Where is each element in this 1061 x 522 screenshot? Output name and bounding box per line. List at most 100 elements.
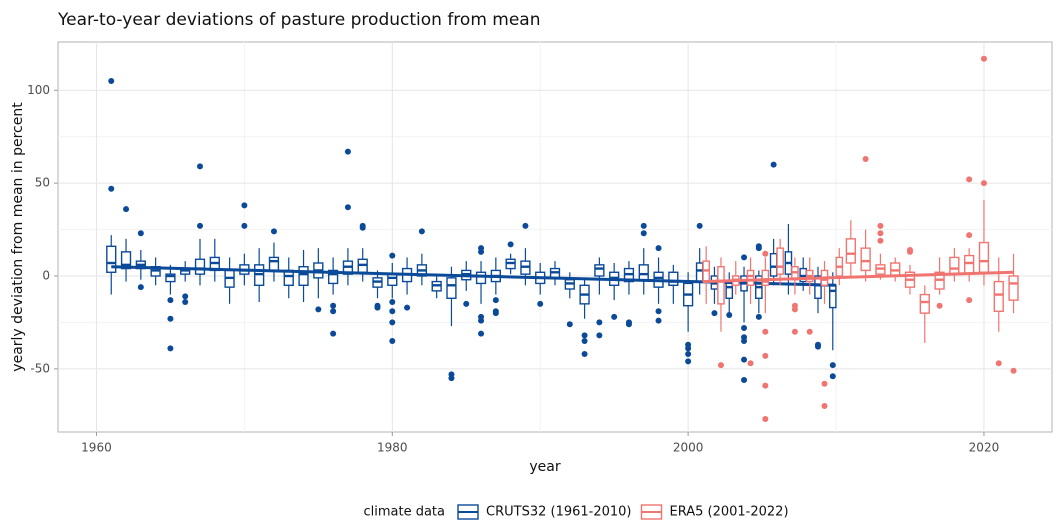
trend-line: [702, 270, 1014, 284]
outlier: [137, 284, 144, 291]
box: [446, 277, 457, 299]
box: [194, 258, 206, 275]
outlier: [330, 308, 337, 315]
outlier: [537, 300, 544, 307]
box: [978, 241, 990, 273]
outlier: [877, 230, 884, 237]
outlier: [711, 310, 718, 317]
box: [594, 264, 605, 277]
outlier: [806, 328, 813, 335]
legend-title: climate data: [363, 505, 445, 520]
box: [964, 254, 975, 275]
outlier: [762, 416, 769, 422]
box: [949, 256, 960, 275]
x-tick-label: 1980: [377, 441, 408, 455]
box: [475, 271, 487, 285]
outlier: [108, 185, 115, 192]
outlier: [167, 297, 174, 304]
outlier: [770, 161, 777, 168]
outlier: [197, 222, 203, 229]
box: [776, 247, 784, 275]
outlier: [596, 332, 603, 339]
box: [919, 293, 930, 314]
outlier: [717, 362, 724, 369]
outlier: [241, 222, 248, 229]
outlier: [374, 304, 381, 311]
outlier: [966, 176, 973, 183]
outlier: [741, 356, 748, 363]
outlier: [762, 250, 769, 257]
outlier: [655, 308, 662, 315]
plot-panel: [57, 41, 1053, 433]
outlier: [478, 317, 485, 324]
box: [746, 269, 755, 286]
y-tick-label: 100: [27, 83, 50, 97]
outlier: [522, 222, 529, 229]
box: [860, 247, 871, 272]
outlier: [463, 300, 470, 307]
box: [761, 269, 770, 286]
outlier: [611, 313, 618, 320]
outlier: [241, 202, 248, 209]
outlier: [821, 403, 828, 409]
outlier: [581, 332, 588, 339]
outlier: [344, 148, 351, 155]
outlier: [167, 345, 174, 352]
outlier: [492, 297, 499, 304]
outlier: [182, 299, 189, 305]
box: [638, 264, 649, 281]
outlier: [966, 232, 973, 239]
outlier: [980, 55, 987, 62]
outlier: [478, 248, 485, 255]
outlier: [448, 375, 455, 382]
outlier: [980, 180, 987, 187]
outlier: [389, 319, 396, 326]
outlier: [791, 328, 798, 335]
outlier: [478, 330, 485, 337]
outlier: [108, 78, 115, 84]
outlier: [596, 319, 603, 326]
outlier: [418, 228, 425, 235]
outlier: [640, 230, 647, 237]
outlier: [270, 228, 277, 235]
outlier: [404, 304, 411, 311]
outlier: [137, 230, 144, 237]
box: [845, 238, 856, 264]
outlier: [755, 313, 762, 320]
outlier: [877, 222, 884, 229]
box: [695, 262, 704, 283]
outlier: [762, 328, 769, 335]
outlier: [741, 254, 748, 261]
box: [327, 269, 339, 285]
outlier: [936, 302, 943, 309]
outlier: [755, 245, 762, 252]
legend-label: ERA5 (2001-2022): [670, 505, 789, 520]
outlier: [747, 360, 754, 367]
outlier: [791, 306, 798, 313]
y-tick-label: 0: [42, 269, 50, 283]
outlier: [821, 380, 828, 387]
outlier: [389, 252, 396, 259]
x-axis-title: year: [529, 459, 560, 475]
outlier: [182, 293, 189, 300]
box: [298, 266, 309, 286]
outlier: [566, 321, 573, 328]
outlier: [685, 345, 692, 352]
outlier: [685, 351, 692, 357]
outlier: [344, 204, 351, 211]
outlier: [685, 358, 692, 365]
outlier: [966, 297, 973, 304]
y-tick-label: 50: [35, 176, 50, 190]
box: [387, 273, 398, 286]
y-tick-label: -50: [30, 361, 50, 375]
outlier: [167, 315, 174, 322]
outlier: [315, 306, 322, 313]
outlier: [389, 308, 396, 315]
outlier: [877, 237, 884, 244]
chart-title: Year-to-year deviations of pasture produ…: [57, 10, 541, 30]
outlier: [581, 338, 588, 344]
outlier: [507, 241, 514, 248]
outlier: [741, 325, 748, 331]
outlier: [1010, 367, 1017, 374]
